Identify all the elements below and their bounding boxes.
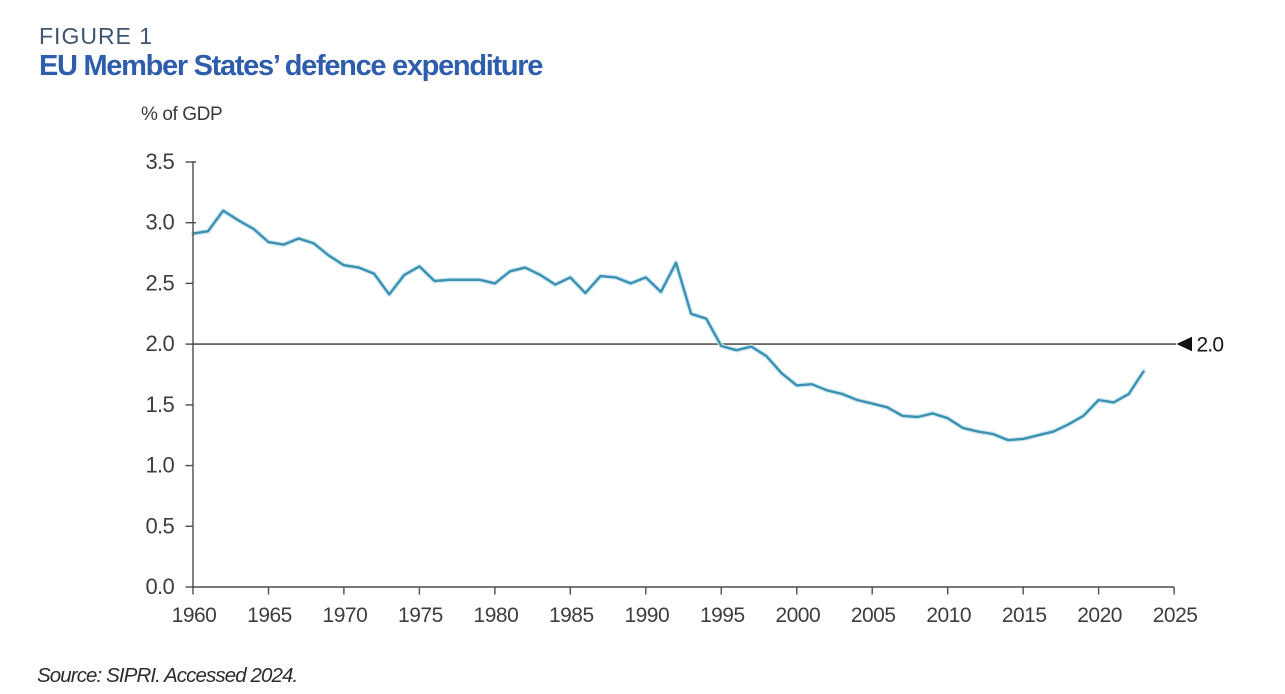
svg-text:1995: 1995 xyxy=(700,604,745,627)
svg-text:3.0: 3.0 xyxy=(146,210,175,235)
svg-text:1975: 1975 xyxy=(398,604,443,627)
svg-text:2.0: 2.0 xyxy=(146,331,175,356)
svg-text:1970: 1970 xyxy=(323,604,368,627)
svg-text:2010: 2010 xyxy=(926,604,971,627)
svg-text:1960: 1960 xyxy=(172,604,217,627)
svg-text:1965: 1965 xyxy=(247,604,292,627)
svg-text:1.5: 1.5 xyxy=(146,392,175,417)
svg-text:1985: 1985 xyxy=(549,604,594,627)
svg-text:2000: 2000 xyxy=(775,604,820,627)
svg-text:1990: 1990 xyxy=(624,604,669,627)
svg-text:3.5: 3.5 xyxy=(146,149,175,174)
svg-text:2015: 2015 xyxy=(1002,604,1047,627)
svg-text:2.5: 2.5 xyxy=(146,270,175,295)
svg-text:1980: 1980 xyxy=(474,604,519,627)
svg-text:1.0: 1.0 xyxy=(146,453,175,478)
svg-text:0.0: 0.0 xyxy=(146,574,175,599)
svg-text:2025: 2025 xyxy=(1153,604,1198,627)
svg-text:2.0: 2.0 xyxy=(1197,334,1224,357)
svg-text:0.5: 0.5 xyxy=(146,513,175,538)
svg-text:2005: 2005 xyxy=(851,604,896,627)
svg-text:2020: 2020 xyxy=(1077,604,1122,627)
